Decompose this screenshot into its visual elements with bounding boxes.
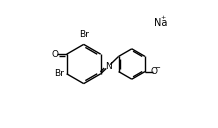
Text: −: − <box>154 65 160 71</box>
Text: N: N <box>105 62 112 71</box>
Text: Br: Br <box>54 69 63 78</box>
Text: +: + <box>160 15 165 20</box>
Text: O: O <box>51 50 58 59</box>
Text: O: O <box>151 67 158 76</box>
Text: Br: Br <box>79 30 89 39</box>
Text: Na: Na <box>154 18 167 29</box>
